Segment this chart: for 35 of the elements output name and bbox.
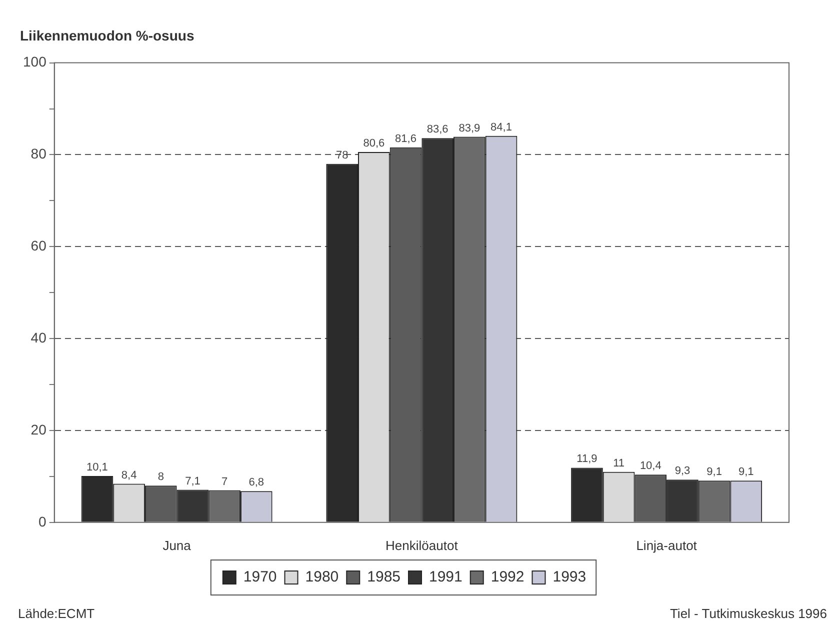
data-label: 7,1 [185, 475, 200, 488]
x-tick-label: Henkilöautot [386, 538, 458, 553]
data-label: 6,8 [248, 476, 264, 489]
legend-label: 1992 [490, 568, 524, 586]
data-label: 84,1 [490, 121, 512, 134]
legend-label: 1991 [429, 568, 462, 586]
y-tick-label: 40 [30, 329, 47, 346]
data-label: 8 [158, 471, 164, 484]
text: Tiel - Tutkimuskeskus 1996 [670, 606, 827, 621]
text: Lähde:ECMT [18, 606, 95, 621]
data-label: 8,4 [121, 469, 137, 482]
legend-label: 1970 [243, 568, 277, 586]
data-label: 11,9 [576, 453, 598, 466]
y-tick-label: 80 [30, 146, 47, 162]
y-tick-label: 100 [23, 54, 47, 70]
data-label: 81,6 [395, 132, 416, 145]
chart-title: Liikennemuodon %-osuus [20, 27, 194, 44]
legend-label: 1993 [552, 568, 586, 586]
legend-label: 1985 [367, 568, 401, 586]
y-tick-label: 20 [30, 421, 47, 438]
data-label: 9,3 [674, 465, 690, 478]
data-label: 11 [613, 457, 625, 470]
y-tick-label: 0 [38, 513, 47, 530]
y-tick-label: 60 [30, 238, 47, 254]
data-label: 83,6 [426, 124, 448, 136]
data-label: 10,1 [86, 462, 108, 474]
data-label: 80,6 [363, 137, 385, 150]
data-label: 10,4 [640, 460, 662, 472]
legend-label: 1980 [305, 568, 339, 586]
data-label: 83,9 [458, 122, 480, 134]
data-label: 9,1 [706, 466, 722, 478]
x-tick-label: Juna [162, 538, 192, 553]
data-label: 9,1 [738, 466, 754, 478]
x-tick-label: Linja-autot [636, 538, 698, 553]
data-label: 7 [221, 476, 228, 488]
